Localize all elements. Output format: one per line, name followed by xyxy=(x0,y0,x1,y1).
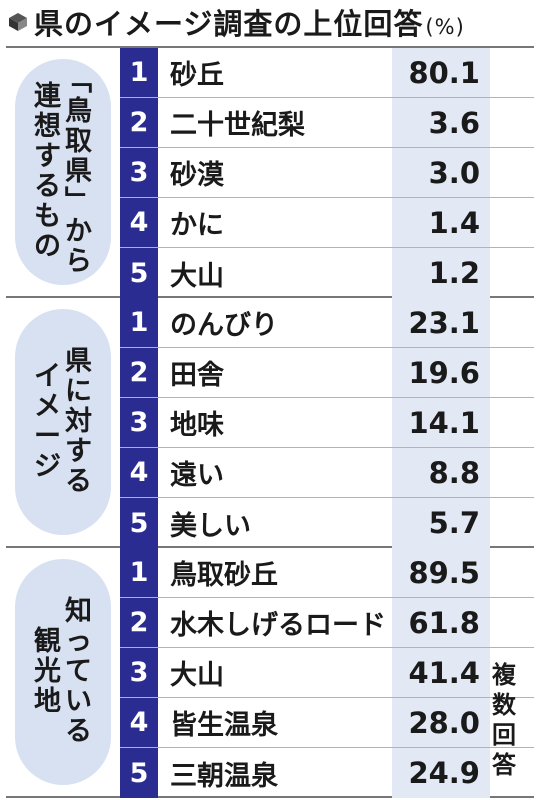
rank-cell: 3 xyxy=(120,398,158,447)
table-row: 4 遠い 8.8 xyxy=(120,448,534,498)
chart-title: 県のイメージ調査の上位回答(%) xyxy=(34,7,465,41)
percent-cell: 14.1 xyxy=(392,398,490,447)
percent-cell: 8.8 xyxy=(392,448,490,497)
answer-cell: 地味 xyxy=(170,410,224,441)
group-label-column: イメージ xyxy=(34,361,61,482)
multiple-answers-note: 複数回答 xyxy=(492,661,516,779)
rank-cell: 2 xyxy=(120,98,158,147)
percent-cell: 41.4 xyxy=(392,648,490,697)
table-row: 2 田舎 19.6 xyxy=(120,348,534,398)
answer-cell: 皆生温泉 xyxy=(170,710,278,741)
table-row: 5 三朝温泉 24.9 xyxy=(120,748,534,798)
table-row: 1 砂丘 80.1 xyxy=(120,48,534,98)
answer-cell: 三朝温泉 xyxy=(170,760,278,792)
answer-cell: 美しい xyxy=(170,510,251,542)
answer-cell: 遠い xyxy=(170,460,224,491)
rank-cell: 5 xyxy=(120,248,158,298)
answer-cell: かに xyxy=(170,210,224,241)
table-row: 3 地味 14.1 xyxy=(120,398,534,448)
table-row: 1 鳥取砂丘 89.5 xyxy=(120,548,534,598)
table-group: ﹁ 鳥取県 ﹂ から連想するもの 1 砂丘 80.1 2 二十世紀梨 3.6 3 砂漠 3.0 4 かに 1.… xyxy=(6,48,534,298)
table-group: 知っている観光地 1 鳥取砂丘 89.5 2 水木しげるロード 61.8 3 大山 41.4 4 皆生… xyxy=(6,548,534,798)
table-row: 3 大山 41.4 xyxy=(120,648,534,698)
percent-cell: 80.1 xyxy=(392,48,490,97)
group-label-area: ﹁ 鳥取県 ﹂ から連想するもの xyxy=(6,48,120,296)
percent-cell: 61.8 xyxy=(392,598,490,647)
rank-cell: 2 xyxy=(120,348,158,397)
percent-cell: 24.9 xyxy=(392,748,490,798)
group-rows: 1 砂丘 80.1 2 二十世紀梨 3.6 3 砂漠 3.0 4 かに 1.4 5 大山 1.2 xyxy=(120,48,534,298)
answer-cell: 砂丘 xyxy=(170,60,224,91)
table-row: 5 大山 1.2 xyxy=(120,248,534,298)
group-rows: 1 のんびり 23.1 2 田舎 19.6 3 地味 14.1 4 遠い 8.8 5 美しい 5.7 xyxy=(120,298,534,548)
answer-cell: 水木しげるロード xyxy=(170,610,386,641)
percent-cell: 1.4 xyxy=(392,198,490,247)
group-label: ﹁ 鳥取県 ﹂ から連想するもの xyxy=(15,59,111,285)
rank-cell: 5 xyxy=(120,498,158,548)
rank-cell: 4 xyxy=(120,198,158,247)
answer-cell: 二十世紀梨 xyxy=(170,110,305,141)
group-label-column: 観光地 xyxy=(34,626,61,717)
group-label-column: 県に対する xyxy=(65,346,92,497)
percent-cell: 1.2 xyxy=(392,248,490,298)
answer-cell: 田舎 xyxy=(170,360,224,391)
group-label-column: 連想するもの xyxy=(34,81,61,262)
rank-cell: 3 xyxy=(120,148,158,197)
percent-cell: 19.6 xyxy=(392,348,490,397)
unit-label: (%) xyxy=(425,15,465,39)
rank-cell: 1 xyxy=(120,298,158,347)
group-label: 県に対するイメージ xyxy=(15,309,111,535)
group-label-area: 県に対するイメージ xyxy=(6,298,120,546)
table-group: 県に対するイメージ 1 のんびり 23.1 2 田舎 19.6 3 地味 14.1 4 遠い 8.8 5 美… xyxy=(6,298,534,548)
table-row: 3 砂漠 3.0 xyxy=(120,148,534,198)
group-label-column: ﹁ 鳥取県 ﹂ から xyxy=(65,66,92,277)
cube-icon xyxy=(9,13,27,31)
answer-cell: 鳥取砂丘 xyxy=(170,560,278,591)
answer-cell: 大山 xyxy=(170,660,224,691)
table-row: 5 美しい 5.7 xyxy=(120,498,534,548)
group-label-area: 知っている観光地 xyxy=(6,548,120,796)
answer-cell: 大山 xyxy=(170,260,224,292)
rank-cell: 2 xyxy=(120,598,158,647)
rank-cell: 3 xyxy=(120,648,158,697)
percent-cell: 5.7 xyxy=(392,498,490,548)
chart-title-bar: 県のイメージ調査の上位回答(%) xyxy=(8,0,465,44)
table-row: 2 水木しげるロード 61.8 xyxy=(120,598,534,648)
table-row: 2 二十世紀梨 3.6 xyxy=(120,98,534,148)
survey-table: ﹁ 鳥取県 ﹂ から連想するもの 1 砂丘 80.1 2 二十世紀梨 3.6 3 砂漠 3.0 4 かに 1.… xyxy=(6,46,534,798)
rank-cell: 5 xyxy=(120,748,158,798)
table-row: 4 皆生温泉 28.0 xyxy=(120,698,534,748)
percent-cell: 3.6 xyxy=(392,98,490,147)
group-rows: 1 鳥取砂丘 89.5 2 水木しげるロード 61.8 3 大山 41.4 4 皆生温泉 28.0 5 三… xyxy=(120,548,534,798)
percent-cell: 23.1 xyxy=(392,298,490,347)
group-label-column: 知っている xyxy=(65,596,92,747)
answer-cell: 砂漠 xyxy=(170,160,224,191)
group-label: 知っている観光地 xyxy=(15,559,111,785)
rank-cell: 4 xyxy=(120,448,158,497)
table-row: 1 のんびり 23.1 xyxy=(120,298,534,348)
percent-cell: 89.5 xyxy=(392,548,490,597)
rank-cell: 1 xyxy=(120,548,158,597)
percent-cell: 28.0 xyxy=(392,698,490,747)
rank-cell: 4 xyxy=(120,698,158,747)
rank-cell: 1 xyxy=(120,48,158,97)
table-row: 4 かに 1.4 xyxy=(120,198,534,248)
percent-cell: 3.0 xyxy=(392,148,490,197)
answer-cell: のんびり xyxy=(170,310,278,341)
